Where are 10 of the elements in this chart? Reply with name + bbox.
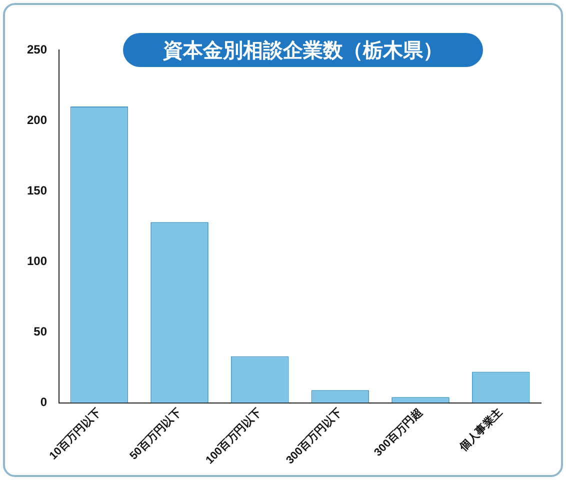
y-tick-label: 100 xyxy=(26,254,48,268)
y-tick-label: 250 xyxy=(26,42,48,56)
y-tick-label: 200 xyxy=(26,112,48,127)
x-tick-label: 300百万円以下 xyxy=(283,406,344,467)
x-tick-label: 50百万円以下 xyxy=(127,406,184,462)
y-tick-label: 0 xyxy=(40,395,48,410)
x-tick-label: 10百万円以下 xyxy=(46,406,104,462)
x-tick-label: 個人事業主 xyxy=(456,406,506,454)
y-tick-label: 50 xyxy=(34,324,48,339)
y-tick-label: 150 xyxy=(26,183,48,198)
